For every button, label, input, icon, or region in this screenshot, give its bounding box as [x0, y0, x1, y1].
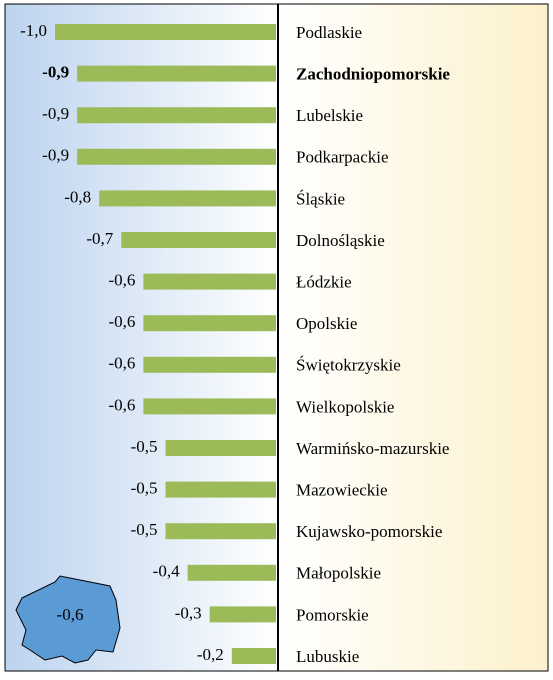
category-label: Opolskie — [296, 314, 357, 333]
value-label: -0,2 — [197, 645, 224, 664]
bar — [143, 315, 276, 332]
frame — [4, 3, 549, 672]
category-label: Lubuskie — [296, 647, 359, 666]
bar — [165, 481, 276, 498]
category-label: Warmińsko-mazurskie — [296, 439, 449, 458]
bar — [143, 356, 276, 373]
value-label: -0,5 — [131, 479, 158, 498]
value-label: -0,6 — [108, 354, 135, 373]
value-label: -1,0 — [20, 21, 47, 40]
category-label: Pomorskie — [296, 605, 369, 624]
bar — [209, 606, 276, 623]
right-panel — [278, 4, 548, 671]
category-label: Podlaskie — [296, 23, 362, 42]
category-label: Kujawsko-pomorskie — [296, 522, 442, 541]
value-label: -0,6 — [108, 395, 135, 414]
value-label: -0,5 — [131, 437, 158, 456]
bar — [121, 232, 276, 248]
value-label: -0,5 — [131, 520, 158, 539]
bar — [77, 107, 276, 124]
bar — [231, 648, 276, 664]
category-label: Łódzkie — [296, 273, 352, 292]
bar — [77, 148, 276, 165]
value-label: -0,7 — [86, 229, 113, 248]
value-label: -0,8 — [64, 187, 91, 206]
value-label: -0,6 — [108, 312, 135, 331]
bar — [187, 564, 276, 581]
poland-map — [15, 575, 121, 664]
value-label: -0,9 — [42, 146, 69, 165]
category-label: Świętokrzyskie — [296, 356, 401, 375]
category-label: Śląskie — [296, 189, 345, 208]
bar — [143, 398, 276, 415]
bar — [143, 273, 276, 290]
value-label: -0,9 — [42, 63, 69, 82]
category-label: Zachodniopomorskie — [296, 65, 450, 84]
map-label: -0,6 — [57, 605, 84, 624]
category-label: Podkarpackie — [296, 148, 389, 167]
category-label: Wielkopolskie — [296, 397, 394, 416]
bar — [55, 24, 276, 40]
value-label: -0,4 — [153, 562, 180, 581]
bar — [165, 523, 276, 540]
category-label: Dolnośląskie — [296, 231, 385, 250]
bar — [165, 440, 276, 456]
value-label: -0,3 — [175, 603, 202, 622]
category-label: Lubelskie — [296, 106, 363, 125]
bar — [99, 190, 276, 207]
bar — [77, 65, 276, 82]
category-label: Mazowieckie — [296, 481, 388, 500]
value-label: -0,6 — [108, 271, 135, 290]
category-label: Małopolskie — [296, 564, 381, 583]
value-label: -0,9 — [42, 104, 69, 123]
